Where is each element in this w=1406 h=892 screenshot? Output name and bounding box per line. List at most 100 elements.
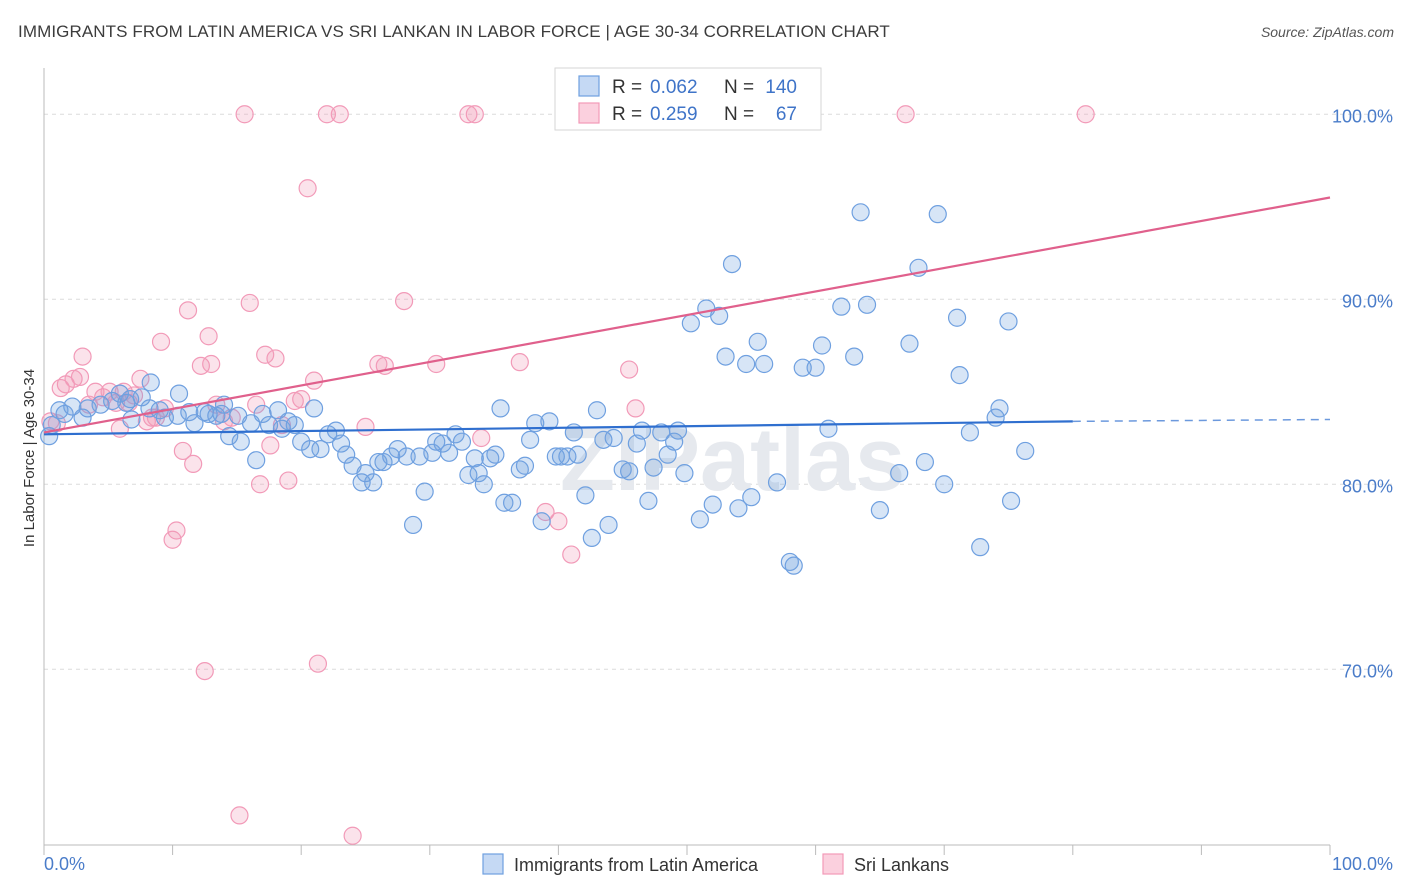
legend-series-name: Sri Lankans (854, 855, 949, 875)
latin-america-point (755, 354, 774, 374)
latin-america-point (947, 308, 967, 327)
latin-america-point (91, 395, 110, 414)
sri-lankans-point (285, 391, 304, 411)
sri-lankans-point (298, 179, 317, 198)
sri-lankans-point (292, 390, 311, 409)
sri-lankans-point (356, 417, 375, 436)
latin-america-point (231, 432, 250, 451)
latin-america-point (703, 495, 722, 514)
latin-america-point (716, 347, 735, 366)
latin-america-point (403, 515, 423, 535)
sri-lankans-point (510, 353, 529, 372)
y-tick-label: 90.0% (1342, 291, 1393, 311)
legend-n-value: 140 (765, 77, 797, 98)
latin-america-point (644, 458, 663, 477)
latin-america-point (503, 493, 522, 512)
sri-lankans-point (64, 369, 83, 388)
latin-america-point (665, 432, 684, 451)
sri-lankans-point (459, 105, 478, 124)
latin-america-point (382, 447, 401, 466)
latin-america-trend-extension (1072, 418, 1331, 423)
latin-america-point (532, 512, 551, 531)
latin-america-point (439, 443, 459, 462)
latin-america-point (301, 440, 320, 459)
sri-lankans-point (202, 354, 221, 374)
y-tick-labels: 100.0% 90.0% 80.0% 70.0% (1332, 106, 1393, 681)
latin-america-point (55, 404, 74, 424)
legend-swatch-blue (578, 75, 600, 97)
latin-america-point (767, 473, 787, 492)
latin-america-point (311, 440, 330, 459)
sri-lankans-point (131, 369, 150, 388)
y-axis-label: In Labor Force | Age 30-34 (21, 369, 38, 547)
sri-lankans-point (394, 292, 414, 311)
legend-r-value: 0.062 (650, 77, 698, 98)
sri-lankans-point (308, 654, 328, 673)
latin-america-point (582, 528, 601, 548)
latin-america-point (857, 295, 877, 314)
latin-america-point (465, 449, 484, 468)
sri-lankans-point (235, 105, 254, 124)
latin-america-point (268, 401, 288, 420)
legend-n-label: N = (724, 77, 754, 98)
latin-america-point (576, 486, 595, 505)
latin-america-point (521, 430, 540, 449)
legend-r-value: 0.259 (650, 104, 698, 125)
latin-america-point (486, 445, 505, 464)
latin-america-point (491, 399, 510, 418)
latin-america-point (960, 423, 980, 442)
sri-lankans-point (266, 349, 285, 368)
latin-america-point (870, 501, 890, 520)
latin-america-point (806, 358, 825, 377)
sri-lankans-point (896, 105, 915, 124)
latin-america-point (690, 510, 709, 529)
sri-lankans-point (261, 436, 280, 455)
sri-lankans-point (250, 475, 270, 494)
trend-lines (43, 196, 1331, 436)
latin-america-point (737, 354, 756, 374)
latin-america-point (971, 538, 990, 557)
sri-lankans-point (195, 661, 214, 681)
latin-america-point (890, 464, 909, 483)
latin-america-point (540, 412, 559, 431)
latin-america-point (121, 390, 140, 409)
latin-america-point (675, 464, 694, 483)
latin-america-point (474, 475, 493, 494)
latin-america-point (748, 332, 767, 351)
latin-america-point (103, 391, 122, 411)
latin-america-point (604, 428, 623, 448)
sri-lankans-point (73, 347, 92, 366)
sri-lankans-point (626, 399, 645, 418)
legend-r-label: R = (612, 77, 642, 98)
series-legend: Immigrants from Latin America Sri Lankan… (482, 853, 949, 875)
latin-america-point (587, 401, 607, 420)
latin-america-point (729, 499, 748, 518)
legend-swatch-pink (578, 102, 600, 124)
sri-lankans-point (465, 105, 484, 124)
source-credit: Source: ZipAtlas.com (1260, 24, 1394, 40)
sri-lankans-point (304, 371, 324, 390)
latin-america-point (851, 203, 870, 222)
latin-america-point (452, 432, 472, 451)
latin-america-point (950, 366, 969, 385)
latin-america-point (141, 373, 160, 392)
sri-lankans-point (472, 428, 491, 448)
sri-lankans-point (173, 441, 192, 461)
latin-america-point (331, 434, 351, 453)
latin-america-point (63, 397, 82, 416)
latin-america-point (681, 314, 700, 333)
sri-lankans-point (184, 454, 203, 473)
sri-lankans-point (151, 332, 171, 351)
latin-america-point (253, 404, 272, 424)
legend-swatch-pink (822, 853, 844, 875)
latin-america-point (632, 421, 652, 440)
sri-lankans-point (330, 105, 349, 124)
latin-america-points (40, 203, 1035, 575)
latin-america-point (110, 384, 129, 403)
x-tick-label-min: 0.0% (44, 854, 85, 874)
sri-lankans-point (240, 293, 259, 313)
latin-america-point (495, 493, 514, 512)
correlation-legend: R = 0.062 N = 140 R = 0.259 N = 67 (554, 67, 822, 131)
sri-lankans-point (256, 345, 275, 364)
sri-lankans-point (279, 471, 298, 490)
